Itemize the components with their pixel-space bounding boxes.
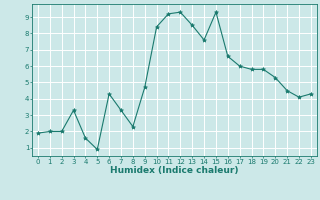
X-axis label: Humidex (Indice chaleur): Humidex (Indice chaleur): [110, 166, 239, 175]
